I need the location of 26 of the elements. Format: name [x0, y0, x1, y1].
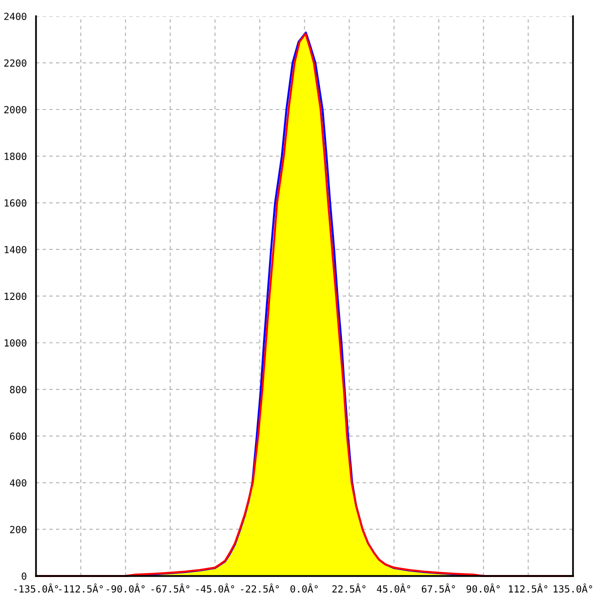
y-tick-label: 1600 [4, 199, 26, 207]
x-tick-label: 135.0Â° [554, 583, 592, 593]
y-tick-label: 800 [10, 386, 26, 394]
x-tick-label: 22.5Â° [332, 583, 366, 593]
y-tick-label: 600 [10, 432, 26, 440]
x-tick-label: -112.5Â° [59, 583, 103, 593]
y-tick-label: 2400 [4, 12, 26, 20]
x-tick-label: -135.0Â° [14, 583, 58, 593]
x-tick-label: 67.5Â° [422, 583, 455, 593]
y-tick-label: 2200 [4, 59, 26, 67]
y-tick-label: 1400 [4, 246, 26, 254]
x-tick-label: 112.5Â° [508, 583, 548, 593]
x-tick-label: -45.0Â° [196, 583, 234, 593]
y-tick-label: 1000 [4, 339, 26, 347]
y-tick-label: 400 [10, 479, 26, 487]
x-tick-label: -22.5Â° [240, 583, 279, 593]
x-tick-label: 45.0Â° [376, 583, 410, 593]
y-tick-label: 1800 [4, 152, 26, 160]
y-tick-label: 0 [22, 572, 26, 580]
x-tick-label: -90.0Â° [106, 583, 145, 593]
y-tick-label: 200 [10, 526, 26, 534]
x-tick-label: 0.0Â° [290, 583, 318, 593]
y-tick-label: 2000 [4, 106, 26, 114]
x-tick-label: -67.5Â° [151, 583, 190, 593]
x-tick-label: 90.0Â° [466, 583, 500, 593]
y-tick-label: 1200 [4, 292, 26, 300]
